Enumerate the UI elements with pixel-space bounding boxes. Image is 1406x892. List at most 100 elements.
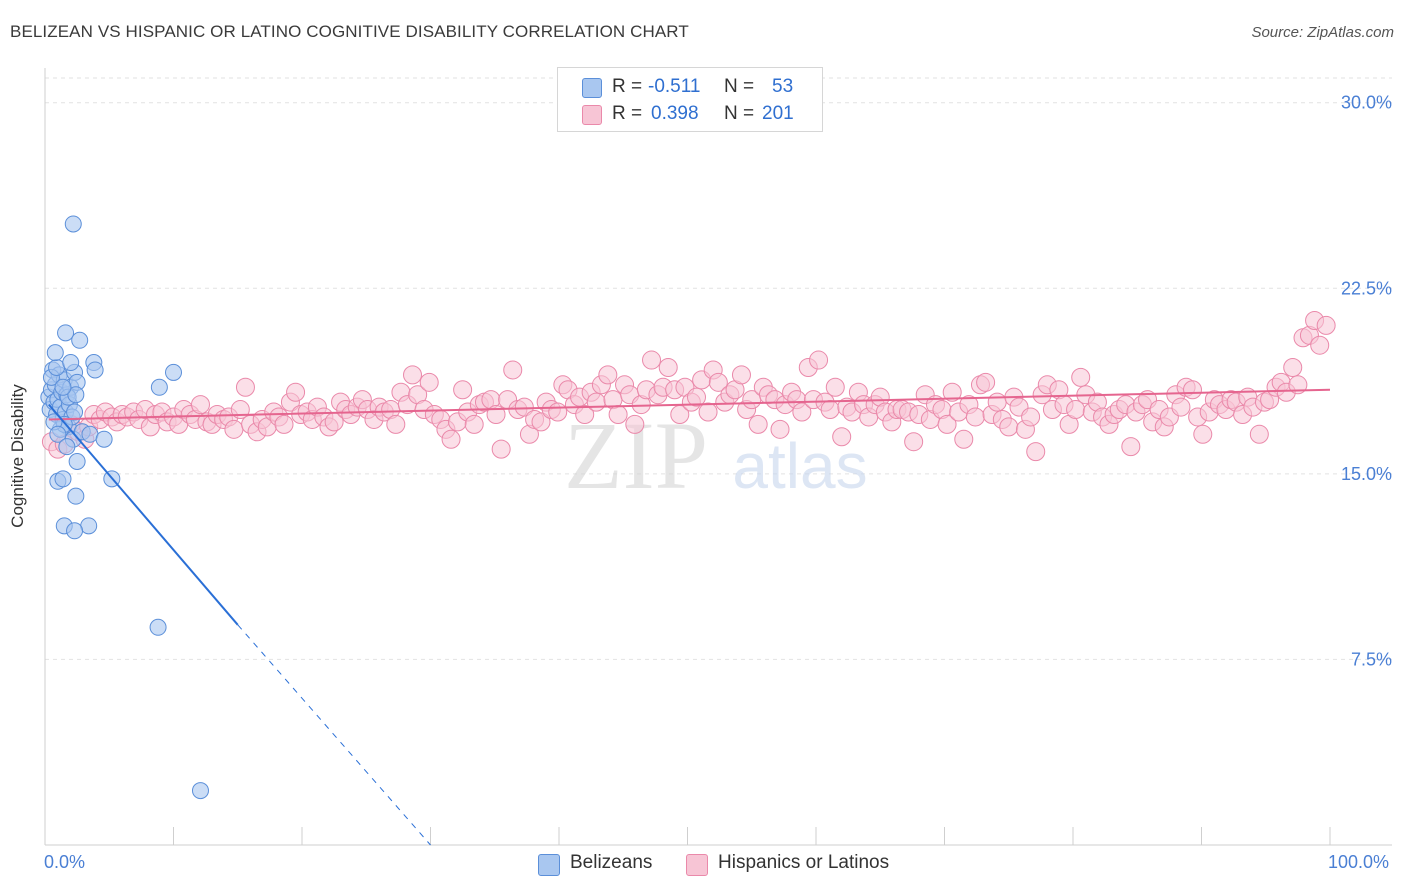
belizean-point [66, 522, 84, 540]
hispanic-point [965, 407, 985, 427]
belizean-point [150, 378, 168, 396]
hispanic-point [731, 365, 751, 385]
belizean-point [49, 425, 67, 443]
legend-swatch-belizean [582, 78, 602, 98]
hispanic-point [1171, 397, 1191, 417]
hispanic-point [748, 414, 768, 434]
hispanic-point [792, 402, 812, 422]
hispanic-point [999, 417, 1019, 437]
hispanic-point [531, 412, 551, 432]
hispanic-point [491, 439, 511, 459]
hispanic-point [274, 414, 294, 434]
belizean-point [68, 453, 86, 470]
y-tick-label: 22.5% [1341, 278, 1392, 298]
hispanic-point [1249, 424, 1269, 444]
y-tick-label: 30.0% [1341, 93, 1392, 113]
hispanic-point [235, 377, 255, 397]
hispanic-point [419, 372, 439, 392]
hispanic-point [904, 432, 924, 452]
belizean-point [165, 363, 182, 381]
source-label: Source: ZipAtlas.com [1251, 24, 1394, 41]
hispanic-point [976, 372, 996, 392]
hispanic-point [441, 429, 461, 449]
belizean-points [40, 215, 209, 800]
hispanic-point [825, 377, 845, 397]
hispanic-point [386, 414, 406, 434]
hispanic-point [937, 414, 957, 434]
legend-swatch-hispanic [582, 105, 602, 125]
belizean-point [64, 215, 82, 233]
hispanic-point [1283, 357, 1303, 377]
hispanic-point [954, 429, 974, 449]
hispanic-point [987, 392, 1007, 412]
belizean-trend-line [48, 403, 239, 626]
bottom-legend-label-belizeans: Belizeans [570, 852, 653, 873]
hispanic-point [625, 414, 645, 434]
belizean-point [54, 470, 72, 488]
correlation-legend: R = -0.511 N = 53 R = 0.398 N = 201 [557, 67, 823, 132]
hispanic-point [514, 397, 534, 417]
x-tick-label-0: 0.0% [44, 852, 86, 872]
belizean-point [67, 386, 85, 404]
belizean-point [191, 782, 209, 800]
belizean-point [67, 487, 85, 505]
belizean-point [71, 331, 89, 349]
hispanic-point [942, 382, 962, 402]
hispanic-point [598, 365, 618, 385]
belizean-point [149, 618, 167, 636]
hispanic-point [453, 380, 473, 400]
hispanic-point [1183, 380, 1203, 400]
hispanic-point [1026, 442, 1046, 462]
hispanic-point [686, 387, 706, 407]
belizean-point [62, 354, 80, 372]
belizean-point [81, 425, 99, 443]
belizean-point [58, 438, 76, 456]
belizean-point [66, 403, 84, 421]
belizean-point [80, 517, 98, 535]
hispanic-point [403, 365, 423, 385]
hispanic-point [770, 419, 790, 439]
hispanic-point [658, 357, 678, 377]
hispanic-point [809, 350, 829, 370]
legend-r-value-belizean: -0.511 [648, 76, 701, 97]
hispanic-trend-line [48, 388, 1331, 421]
hispanic-point [1288, 375, 1308, 395]
hispanic-point [820, 400, 840, 420]
belizean-point [48, 358, 66, 376]
y-axis-label: Cognitive Disability [8, 384, 38, 528]
hispanic-point [708, 372, 728, 392]
hispanic-point [575, 404, 595, 424]
hispanic-point [642, 350, 662, 370]
legend-n-value-hispanic: 201 [762, 103, 794, 124]
y-tick-label: 15.0% [1341, 464, 1392, 484]
bottom-legend-label-hispanics: Hispanics or Latinos [718, 852, 890, 873]
x-tick-label-100: 100.0% [1328, 852, 1390, 872]
belizean-point [95, 430, 113, 448]
y-axis-label-text: Cognitive Disability [8, 384, 27, 528]
hispanic-point [286, 382, 306, 402]
hispanic-point [1193, 424, 1213, 444]
hispanic-point [586, 392, 606, 412]
belizean-point [86, 361, 104, 379]
hispanic-point [1310, 335, 1330, 355]
hispanic-point [224, 419, 244, 439]
hispanic-points [41, 310, 1336, 462]
hispanic-point [190, 395, 210, 415]
hispanic-point [608, 404, 628, 424]
belizean-trend-extension [237, 624, 431, 846]
legend-n-value-belizean: 53 [772, 76, 794, 97]
hispanic-point [1071, 367, 1091, 387]
legend-r-label: R = [612, 103, 643, 124]
belizean-point [54, 378, 72, 396]
chart-title: BELIZEAN VS HISPANIC OR LATINO COGNITIVE… [10, 22, 689, 41]
hispanic-point [1316, 315, 1336, 335]
bottom-swatch-hispanics [686, 854, 708, 876]
bottom-swatch-belizeans [538, 854, 560, 876]
hispanic-point [698, 402, 718, 422]
hispanic-point [832, 427, 852, 447]
legend-n-label: N = [724, 103, 755, 124]
axes [44, 68, 1392, 846]
hispanic-point [503, 360, 523, 380]
y-tick-label: 7.5% [1351, 649, 1392, 669]
